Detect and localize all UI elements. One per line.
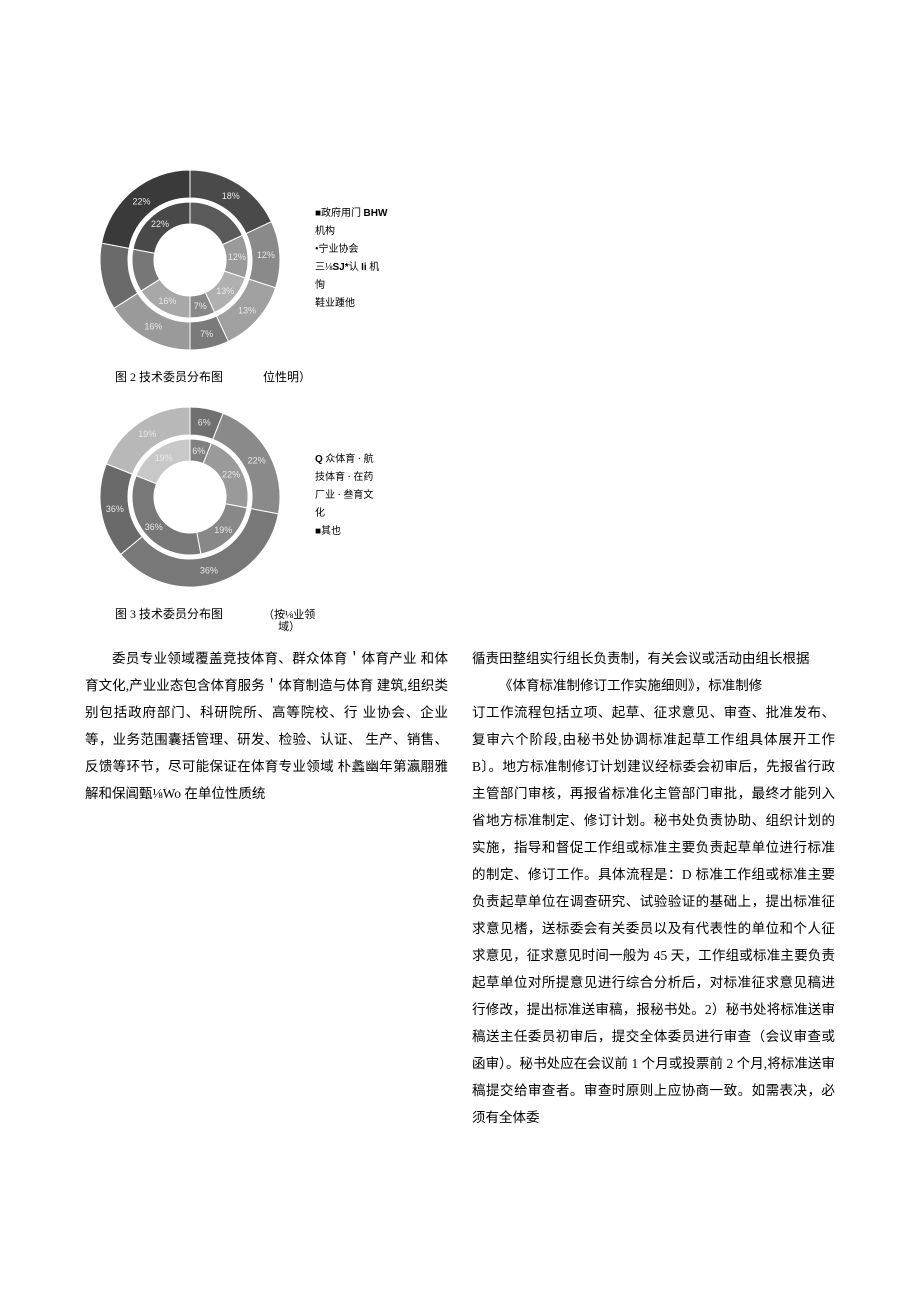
svg-text:12%: 12% xyxy=(257,250,275,260)
page: 18% 12% 13% 7% 16% 22% 12% 13% 7% 16% 22% ■政府用门 BH… xyxy=(0,0,920,1211)
svg-text:22%: 22% xyxy=(133,196,151,206)
svg-text:36%: 36% xyxy=(200,566,218,576)
legend-item: 化 xyxy=(315,506,374,522)
figure-3-caption: 图 3 技术委员分布图 （按⅛业领 域） xyxy=(115,605,485,633)
svg-text:36%: 36% xyxy=(106,504,124,514)
svg-text:18%: 18% xyxy=(222,191,240,201)
figure-2-caption-main: 图 2 技术委员分布图 xyxy=(115,368,223,385)
legend-item: 恂 xyxy=(315,278,387,294)
legend-item: 厂业 · 叁育文 xyxy=(315,488,374,504)
figure-3-row: 6% 22% 36% 36% 19% 6% 22% 19% 36% 19% Q 众体育 · 航技体… xyxy=(85,397,485,597)
svg-text:7%: 7% xyxy=(194,301,207,311)
figure-2-donut: 18% 12% 13% 7% 16% 22% 12% 13% 7% 16% 22% xyxy=(85,160,295,360)
svg-text:19%: 19% xyxy=(214,525,232,535)
legend-item: 鞋业踵他 xyxy=(315,296,387,312)
svg-text:13%: 13% xyxy=(238,305,256,315)
right-column: 循责田整组实行组长负责制，有关会议或活动由组长根据 《体育标准制修订工作实施细则… xyxy=(472,645,835,1131)
figure-2-caption: 图 2 技术委员分布图 位性明） xyxy=(115,368,485,385)
svg-text:12%: 12% xyxy=(228,252,246,262)
svg-text:22%: 22% xyxy=(248,455,266,465)
left-paragraph: 委员专业领域覆盖竞技体育、群众体育＇体育产业 和体育文化,产业业态包含体育服务＇… xyxy=(85,645,448,807)
figures-column: 18% 12% 13% 7% 16% 22% 12% 13% 7% 16% 22% ■政府用门 BH… xyxy=(85,160,485,633)
body-columns: 委员专业领域覆盖竞技体育、群众体育＇体育产业 和体育文化,产业业态包含体育服务＇… xyxy=(85,645,835,1131)
figure-2-caption-sub: 位性明） xyxy=(263,368,311,385)
right-paragraph-1: 循责田整组实行组长负责制，有关会议或活动由组长根据 xyxy=(472,645,835,672)
svg-text:16%: 16% xyxy=(158,296,176,306)
figure-3-caption-sub: （按⅛业领 域） xyxy=(263,609,315,633)
figure-3-caption-sub-bot: 域） xyxy=(278,621,300,633)
svg-text:22%: 22% xyxy=(151,219,169,229)
right-paragraph-3: 订工作流程包括立项、起草、征求意见、审查、批准发布、复审六个阶段,由秘书处协调标… xyxy=(472,699,835,1131)
legend-item: ■其也 xyxy=(315,524,374,540)
svg-text:19%: 19% xyxy=(138,429,156,439)
svg-text:7%: 7% xyxy=(200,329,213,339)
figure-3-donut: 6% 22% 36% 36% 19% 6% 22% 19% 36% 19% xyxy=(85,397,295,597)
legend-item: Q 众体育 · 航 xyxy=(315,452,374,468)
svg-text:16%: 16% xyxy=(144,322,162,332)
svg-text:6%: 6% xyxy=(198,417,211,427)
left-column: 委员专业领域覆盖竞技体育、群众体育＇体育产业 和体育文化,产业业态包含体育服务＇… xyxy=(85,645,448,1131)
figure-3-legend: Q 众体育 · 航技体育 · 在药厂业 · 叁育文化 ■其也 xyxy=(315,452,374,542)
legend-item: ■政府用门 BHW xyxy=(315,206,387,222)
svg-text:36%: 36% xyxy=(145,522,163,532)
svg-text:6%: 6% xyxy=(192,446,205,456)
legend-item: 机构 xyxy=(315,224,387,240)
svg-text:19%: 19% xyxy=(155,453,173,463)
figure-3-caption-sub-top: （按⅛业领 xyxy=(263,609,315,621)
figure-3-caption-main: 图 3 技术委员分布图 xyxy=(115,605,223,622)
svg-text:13%: 13% xyxy=(216,286,234,296)
right-paragraph-2: 《体育标准制修订工作实施细则》，标准制修 xyxy=(472,672,835,699)
figure-2-legend: ■政府用门 BHW 机构 •宁业协会三⅛SJ*认 Ii 机恂鞋业踵他 xyxy=(315,206,387,314)
figure-2-row: 18% 12% 13% 7% 16% 22% 12% 13% 7% 16% 22% ■政府用门 BH… xyxy=(85,160,485,360)
legend-item: •宁业协会 xyxy=(315,242,387,258)
legend-item: 技体育 · 在药 xyxy=(315,470,374,486)
legend-item: 三⅛SJ*认 Ii 机 xyxy=(315,260,387,276)
svg-text:22%: 22% xyxy=(222,469,240,479)
